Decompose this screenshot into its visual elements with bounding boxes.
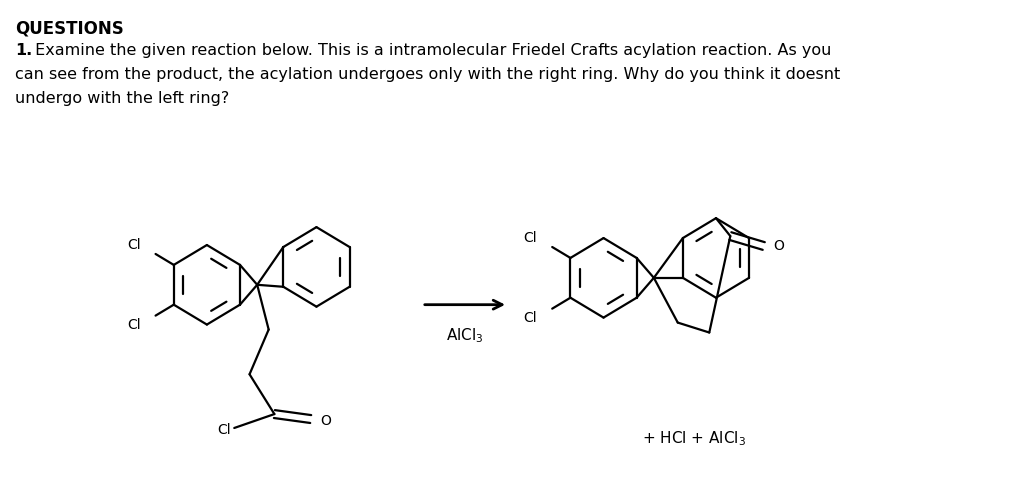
Text: O: O <box>321 414 331 428</box>
Text: Cl: Cl <box>217 423 230 437</box>
Text: AlCl$_3$: AlCl$_3$ <box>446 326 483 345</box>
Text: QUESTIONS: QUESTIONS <box>14 19 124 37</box>
Text: + HCl + AlCl$_3$: + HCl + AlCl$_3$ <box>642 429 745 448</box>
Text: O: O <box>773 239 784 253</box>
Text: undergo with the left ring?: undergo with the left ring? <box>14 91 229 106</box>
Text: Cl: Cl <box>127 238 140 252</box>
Text: Cl: Cl <box>523 231 538 245</box>
Text: 1.: 1. <box>14 43 32 58</box>
Text: Examine the given reaction below. This is a intramolecular Friedel Crafts acylat: Examine the given reaction below. This i… <box>30 43 831 58</box>
Text: Cl: Cl <box>523 310 538 324</box>
Text: can see from the product, the acylation undergoes only with the right ring. Why : can see from the product, the acylation … <box>14 67 840 82</box>
Text: Cl: Cl <box>127 317 140 331</box>
